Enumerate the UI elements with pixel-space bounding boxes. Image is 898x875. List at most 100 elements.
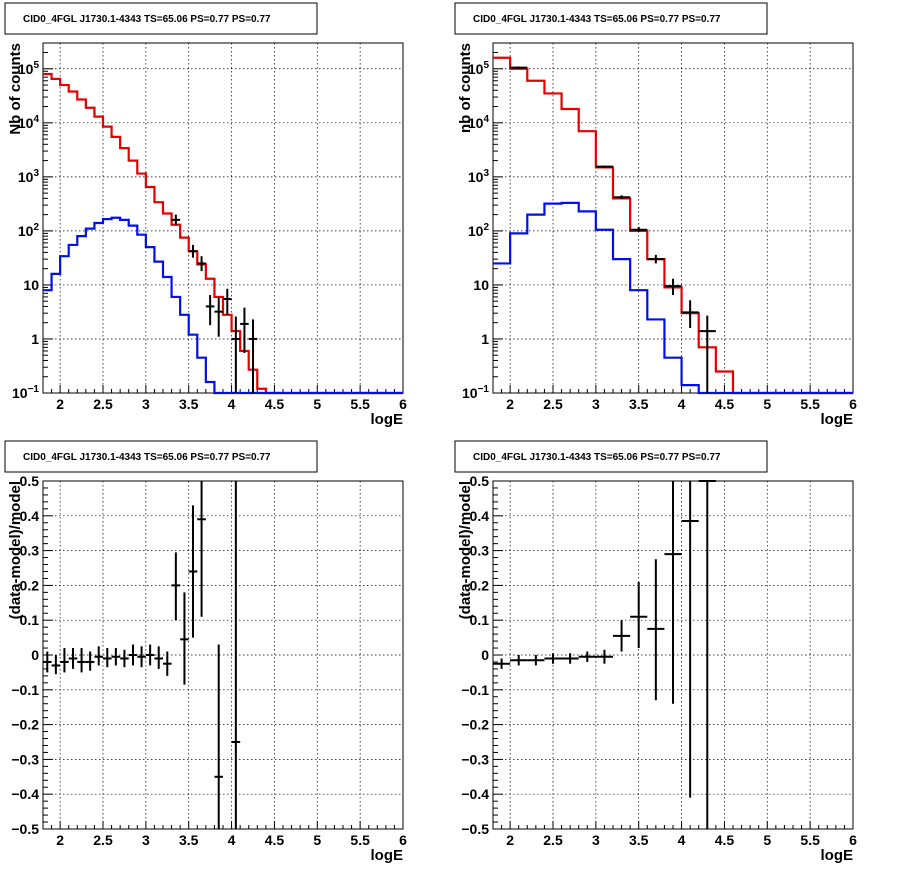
x-tick-label: 4 — [678, 832, 686, 848]
data-point — [171, 552, 181, 621]
y-tick-label: −0.1 — [461, 682, 489, 698]
data-point — [231, 481, 241, 829]
data-point — [647, 254, 665, 264]
y-tick-label: −0.2 — [11, 717, 39, 733]
x-tick-label: 4.5 — [715, 396, 735, 412]
plot-frame — [42, 42, 404, 394]
data-point — [595, 649, 613, 664]
data-point — [180, 592, 189, 685]
y-tick-label: 0.1 — [470, 612, 490, 628]
data-point — [145, 644, 155, 666]
chart-panel-4: 2 2.5 3 3.5 4 4.5 5 5.5 6logE−0.5−0.4−0.3−0.2−0.… — [454, 440, 857, 864]
chart-title: CID0_4FGL J1730.1-4343 TS=65.06 PS=0.77 … — [473, 452, 721, 463]
data-points — [43, 481, 241, 829]
y-tick-label: −0.3 — [11, 751, 39, 767]
data-point — [77, 648, 86, 673]
title-box — [4, 2, 318, 35]
data-point — [214, 297, 223, 337]
y-tick-label: −0.5 — [11, 821, 39, 837]
data-point — [163, 651, 172, 676]
data-point — [60, 648, 69, 673]
data-point — [137, 646, 146, 668]
data-point — [630, 227, 648, 233]
x-tick-label: 2 — [506, 396, 514, 412]
data-point — [578, 651, 596, 662]
y-tick-label: 0.2 — [470, 577, 490, 593]
chart-title: CID0_4FGL J1730.1-4343 TS=65.06 PS=0.77 … — [23, 452, 271, 463]
y-tick-label: 0.4 — [20, 508, 40, 524]
data-point — [681, 481, 699, 798]
data-point — [248, 319, 258, 393]
data-point — [698, 315, 716, 393]
y-tick-label: −0.4 — [11, 786, 39, 802]
title-box — [454, 440, 768, 473]
data-point — [647, 559, 665, 701]
data-point — [493, 658, 511, 669]
y-axis-label: Nb of counts — [7, 43, 24, 135]
x-tick-label: 5.5 — [350, 832, 370, 848]
x-tick-label: 2.5 — [93, 396, 113, 412]
chart-panel-1: 2 2.5 3 3.5 4 4.5 5 5.5 6logE10−1110102103104105… — [4, 2, 407, 428]
data-point — [43, 651, 52, 673]
x-tick-label: 2 — [56, 396, 64, 412]
data-point — [85, 651, 95, 671]
y-axis: −0.5 −0.4 −0.3 −0.2 −0.1 0 0.1 0.2 0.3 0.4 0.5(dat… — [7, 473, 53, 837]
x-tick-label: 6 — [399, 832, 407, 848]
x-tick-label: 5.5 — [800, 396, 820, 412]
data-points — [510, 66, 716, 393]
grid — [43, 481, 403, 829]
data-point — [527, 655, 545, 666]
data-point — [188, 244, 198, 258]
y-tick-label: 10−1 — [462, 384, 489, 401]
y-tick-label: 0.3 — [20, 543, 40, 559]
data-point — [664, 481, 682, 704]
data-point — [510, 66, 528, 69]
x-tick-label: 6 — [849, 832, 857, 848]
data-points — [493, 480, 716, 829]
title-box — [4, 440, 318, 473]
x-axis-label: logE — [371, 411, 404, 428]
y-tick-label: 0 — [481, 647, 489, 663]
data-point — [681, 300, 699, 328]
y-tick-label: 10−1 — [12, 384, 39, 401]
data-point — [664, 278, 682, 296]
data-point — [205, 295, 215, 326]
y-tick-label: −0.4 — [461, 786, 489, 802]
data-point — [154, 646, 163, 669]
x-tick-label: 6 — [399, 396, 407, 412]
data-point — [544, 653, 562, 664]
x-axis-label: logE — [371, 847, 404, 864]
x-tick-label: 3.5 — [179, 396, 199, 412]
y-tick-label: 0.2 — [20, 577, 40, 593]
histogram-series-2 — [493, 201, 853, 395]
y-tick-label: 10 — [473, 277, 489, 293]
x-tick-label: 5.5 — [350, 396, 370, 412]
y-tick-label: −0.2 — [461, 717, 489, 733]
x-tick-label: 4 — [228, 832, 236, 848]
data-point — [630, 581, 648, 649]
chart-title: CID0_4FGL J1730.1-4343 TS=65.06 PS=0.77 … — [473, 14, 721, 25]
data-point — [94, 646, 103, 666]
x-tick-label: 4.5 — [265, 832, 285, 848]
x-tick-label: 5.5 — [800, 832, 820, 848]
y-axis-label: (data-model)/model — [457, 481, 474, 619]
data-point — [120, 649, 129, 668]
y-tick-label: 102 — [468, 222, 490, 239]
data-point — [240, 307, 249, 353]
chart-title: CID0_4FGL J1730.1-4343 TS=65.06 PS=0.77 … — [23, 14, 271, 25]
histogram-series-2 — [43, 216, 403, 395]
data-point — [103, 648, 112, 668]
data-point — [171, 214, 181, 225]
y-tick-label: 1 — [31, 331, 39, 347]
x-tick-label: 4 — [678, 396, 686, 412]
x-tick-label: 5 — [313, 832, 321, 848]
data-point — [68, 648, 78, 669]
data-point — [188, 505, 198, 638]
histogram-series-1 — [43, 72, 403, 395]
data-point — [595, 165, 613, 168]
data-point — [128, 644, 138, 666]
